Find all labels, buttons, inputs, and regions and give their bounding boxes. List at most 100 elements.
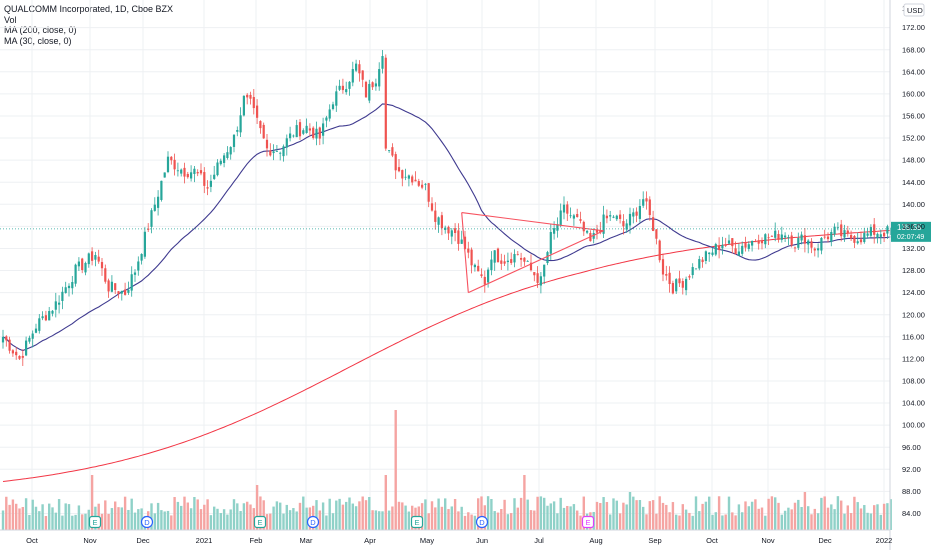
volume-bar (833, 509, 836, 530)
volume-bar (757, 508, 760, 530)
candle-body (807, 240, 810, 245)
candle-body (694, 268, 698, 270)
volume-bar (348, 497, 351, 530)
candle-body (810, 241, 813, 248)
candle-body (417, 181, 420, 186)
candle-body (658, 240, 661, 261)
time-tick-label: Nov (761, 536, 775, 545)
volume-bar (437, 498, 440, 530)
volume-bar (325, 515, 328, 530)
candle-body (166, 156, 170, 173)
candle-body (272, 151, 275, 154)
candle-body (520, 257, 523, 260)
volume-bars (1, 410, 892, 530)
volume-bar (668, 512, 671, 530)
volume-bar (500, 508, 503, 530)
volume-bar (77, 505, 81, 530)
candle-body (117, 291, 120, 294)
candle-body (559, 210, 562, 225)
volume-bar (8, 504, 11, 530)
event-earnings-icon (581, 515, 595, 529)
candle-body (180, 169, 183, 174)
candle-body (708, 252, 711, 255)
volume-bar (302, 496, 305, 530)
candle-body (833, 226, 836, 235)
volume-bar (480, 496, 483, 530)
event-dividend-icon (140, 515, 154, 529)
volume-bar (114, 501, 117, 530)
volume-bar (394, 410, 397, 530)
candle-body (28, 337, 31, 342)
candle-body (58, 302, 61, 305)
price-tick-label: 152.00 (902, 134, 925, 143)
triangle-pattern (461, 212, 604, 294)
candle-body (830, 232, 833, 242)
candle-body (209, 180, 212, 187)
volume-bar (28, 514, 31, 530)
candle-body (298, 122, 302, 137)
candle-body (526, 260, 529, 262)
volume-bar (427, 513, 430, 530)
volume-bar (787, 507, 790, 530)
volume-bar (477, 498, 480, 530)
candle-body (71, 282, 74, 289)
candle-body (853, 236, 856, 243)
volume-bar (688, 512, 691, 530)
candle-body (576, 214, 579, 218)
volume-bar (559, 497, 562, 530)
volume-bar (727, 496, 731, 530)
volume-bar (467, 512, 470, 530)
candle-body (889, 228, 892, 230)
candle-body (292, 135, 295, 137)
candle-body (879, 234, 882, 237)
candle-body (236, 130, 239, 132)
volume-bar (123, 496, 127, 530)
volume-bar (371, 510, 374, 530)
event-earnings-icon (253, 515, 267, 529)
candle-body (31, 333, 34, 339)
candle-body (533, 272, 536, 276)
candle-body (506, 260, 509, 263)
candle-body (747, 244, 750, 249)
volume-bar (882, 503, 886, 530)
volume-bar (265, 514, 269, 530)
event-dividend-icon (475, 515, 489, 529)
candle-body (381, 56, 384, 69)
candle-body (335, 91, 338, 106)
volume-bar (90, 475, 94, 530)
candle-body (94, 255, 97, 260)
candle-body (127, 289, 130, 293)
time-tick-label: Mar (300, 536, 313, 545)
volume-bar (219, 513, 222, 530)
volume-bar (24, 498, 28, 530)
candle-body (744, 243, 747, 248)
volume-bar (183, 496, 186, 530)
candle-body (539, 276, 542, 286)
candle-body (496, 248, 500, 263)
candle-body (840, 224, 843, 237)
volume-bar (361, 496, 364, 530)
volume-bar (74, 514, 77, 530)
volume-bar (222, 509, 226, 530)
last-price-countdown: 02:07:49 (897, 234, 924, 241)
candle-body (645, 198, 648, 202)
price-tick-label: 132.00 (902, 244, 925, 253)
candle-body (388, 150, 391, 152)
time-tick-label: Jul (534, 536, 544, 545)
volume-bar (186, 502, 189, 530)
volume-bar (543, 497, 546, 530)
candle-body (91, 251, 94, 261)
candle-body (447, 226, 450, 234)
volume-bar (602, 497, 605, 530)
time-tick-label: Feb (250, 536, 263, 545)
currency-box (903, 3, 925, 17)
volume-bar (137, 509, 140, 530)
legend-vol: Vol (4, 14, 17, 25)
candle-body (605, 215, 608, 219)
candle-body (718, 245, 721, 250)
volume-bar (153, 513, 156, 530)
volume-bar (886, 503, 889, 530)
candle-body (282, 146, 285, 157)
candle-body (157, 196, 160, 208)
